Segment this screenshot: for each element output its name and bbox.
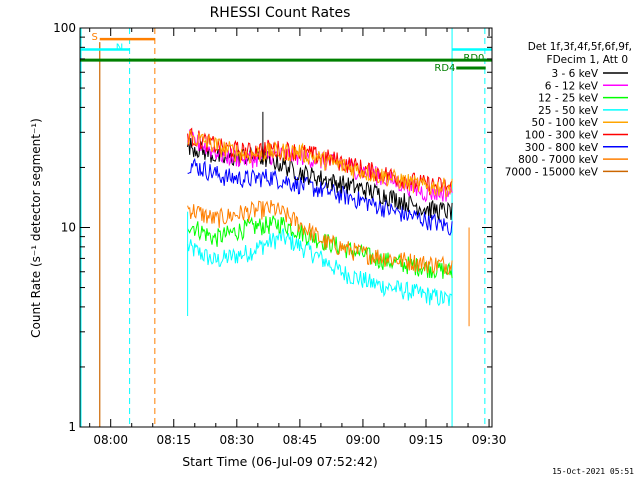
y-tick-label: 100 xyxy=(53,21,76,35)
x-axis-label: Start Time (06-Jul-09 07:52:42) xyxy=(182,454,378,469)
y-axis-label: Count Rate (s⁻¹ detector segment⁻¹) xyxy=(29,118,43,338)
plot-area: S N RD0 RD4 xyxy=(80,28,492,427)
annotation-n: N xyxy=(116,43,123,54)
x-tick-label: 09:30 xyxy=(472,433,507,447)
legend-label: 100 - 300 keV xyxy=(525,130,599,142)
legend-label: 50 - 100 keV xyxy=(531,117,598,129)
series-line-300-800kev xyxy=(187,157,453,236)
x-tick-label: 08:45 xyxy=(283,433,318,447)
annotation-rd0: RD0 xyxy=(463,53,484,64)
x-tick-label: 09:15 xyxy=(409,433,444,447)
legend-label: 25 - 50 keV xyxy=(538,105,599,117)
y-tick-label: 1 xyxy=(68,420,76,434)
legend-header-line-1: Det 1f,3f,4f,5f,6f,9f, xyxy=(528,41,632,53)
legend: Det 1f,3f,4f,5f,6f,9f, FDecim 1, Att 0 3… xyxy=(505,41,632,178)
x-tick-label: 08:30 xyxy=(220,433,255,447)
legend-label: 6 - 12 keV xyxy=(545,80,599,92)
y-tick-label: 10 xyxy=(61,221,76,235)
series-line-3-6kev xyxy=(187,138,453,220)
legend-label: 800 - 7000 keV xyxy=(518,154,599,166)
legend-header-line-2: FDecim 1, Att 0 xyxy=(547,54,628,66)
annotation-s: S xyxy=(92,32,98,43)
timestamp: 15-Oct-2021 05:51 xyxy=(552,467,634,476)
x-tick-label: 08:15 xyxy=(156,433,191,447)
series-line-50-100kev xyxy=(187,129,453,198)
series-line-25-50kev xyxy=(187,228,453,307)
y-axis: 1 10 100 xyxy=(53,21,492,434)
legend-label: 12 - 25 keV xyxy=(538,93,599,105)
annotation-rd4: RD4 xyxy=(434,63,455,74)
legend-label: 7000 - 15000 keV xyxy=(505,166,599,178)
series-line-800-7000kev xyxy=(187,200,453,276)
x-tick-label: 08:00 xyxy=(93,433,128,447)
legend-label: 300 - 800 keV xyxy=(525,142,599,154)
legend-label: 3 - 6 keV xyxy=(551,68,598,80)
chart-title: RHESSI Count Rates xyxy=(210,5,351,21)
x-tick-label: 09:00 xyxy=(346,433,381,447)
x-axis: 08:00 08:15 08:30 08:45 09:00 09:15 09:30 xyxy=(89,28,507,447)
series-line-12-25kev xyxy=(187,215,453,279)
